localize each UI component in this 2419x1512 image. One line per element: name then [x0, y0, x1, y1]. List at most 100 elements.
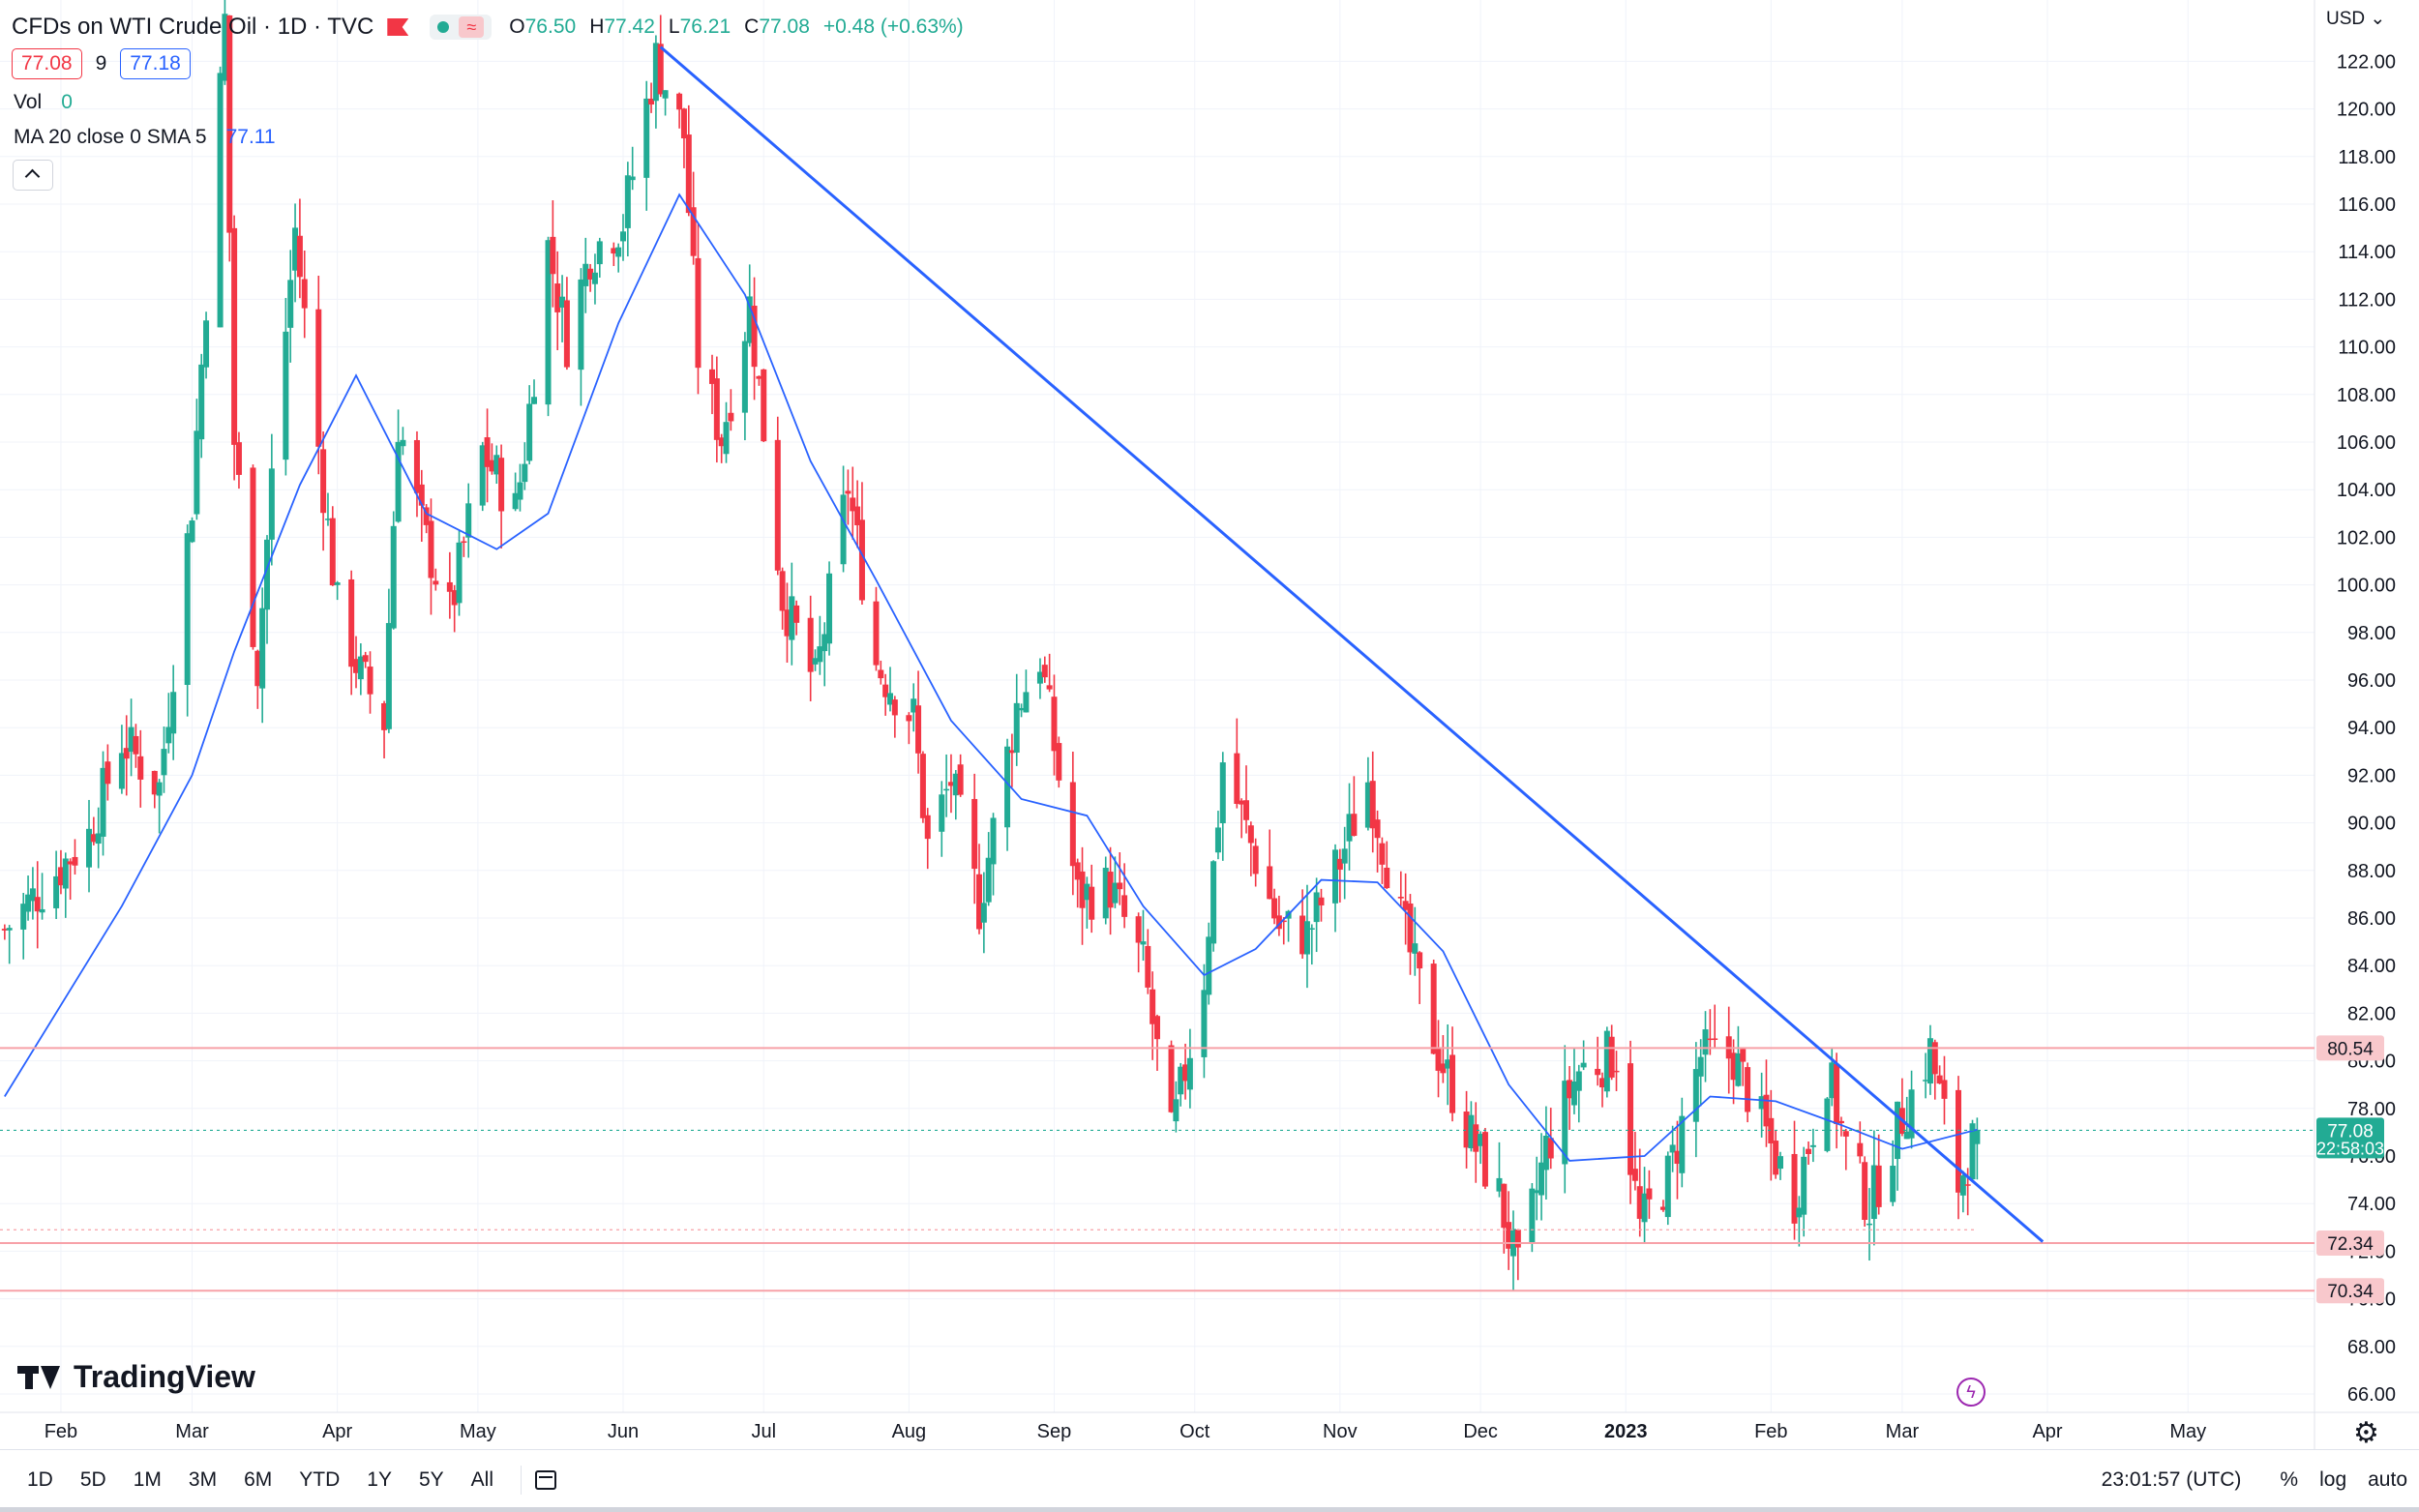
candle-up	[624, 175, 631, 228]
candle-down	[657, 44, 664, 95]
candle-down	[1740, 1049, 1747, 1062]
buy-price-button[interactable]: 77.18	[120, 48, 191, 79]
price-axis-label-bg	[2316, 1035, 2384, 1061]
sell-price-button[interactable]: 77.08	[12, 48, 82, 79]
candle-up	[465, 503, 472, 538]
candle-up	[479, 445, 486, 506]
trendline	[659, 45, 2045, 1243]
candle-down	[105, 761, 111, 785]
candle-down	[423, 507, 430, 525]
symbol-title[interactable]: CFDs on WTI Crude Oil · 1D · TVC	[12, 14, 374, 40]
chart-header: CFDs on WTI Crude Oil · 1D · TVC ≈ O76.5…	[12, 8, 964, 46]
range-button-1y[interactable]: 1Y	[367, 1468, 392, 1491]
range-button-1d[interactable]: 1D	[27, 1468, 53, 1491]
candle-up	[395, 441, 402, 522]
candle-up	[1534, 1190, 1540, 1194]
candle-down	[1299, 915, 1306, 955]
candle-down	[1646, 1188, 1653, 1200]
candle-up	[943, 788, 950, 791]
auto-toggle[interactable]: auto	[2368, 1468, 2407, 1491]
x-tick-label: May	[460, 1421, 496, 1442]
currency-selector[interactable]: USD ⌄	[2326, 8, 2385, 30]
candle-up	[1112, 882, 1119, 904]
y-tick-label: 66.00	[2347, 1384, 2396, 1406]
candle-down	[1936, 1075, 1943, 1084]
x-tick-label: May	[2169, 1421, 2206, 1442]
status-pill[interactable]: ≈	[430, 15, 493, 40]
log-toggle[interactable]: log	[2319, 1468, 2347, 1491]
candle-down	[1150, 989, 1156, 1024]
range-button-5d[interactable]: 5D	[79, 1468, 106, 1491]
candle-down	[1435, 1049, 1442, 1071]
candle-down	[231, 227, 238, 445]
candle-up	[95, 833, 102, 845]
candle-down	[924, 815, 931, 840]
candle-down	[1234, 753, 1240, 804]
chevron-down-icon: ⌄	[2370, 9, 2386, 29]
candle-down	[1369, 781, 1376, 829]
collapse-legend-button[interactable]	[13, 160, 53, 191]
x-tick-label: Feb	[45, 1421, 77, 1442]
candle-up	[100, 767, 106, 837]
candle-down	[1135, 916, 1142, 943]
candle-up	[203, 320, 210, 368]
calendar-icon[interactable]	[535, 1470, 556, 1490]
candle-down	[891, 699, 898, 716]
price-axis-label-bg	[2316, 1278, 2384, 1304]
y-tick-label: 102.00	[2337, 527, 2396, 548]
candle-up	[25, 894, 32, 912]
percent-toggle[interactable]: %	[2280, 1468, 2299, 1491]
price-axis-label: 77.08	[2327, 1121, 2374, 1141]
candle-down	[779, 571, 786, 611]
ma-legend[interactable]: MA 20 close 0 SMA 5 77.11	[14, 126, 276, 149]
candle-up	[1364, 782, 1371, 828]
candle-down	[807, 617, 814, 672]
horizontal-scrollbar[interactable]	[0, 1507, 2419, 1512]
y-tick-label: 68.00	[2347, 1337, 2396, 1358]
candle-down	[1267, 866, 1273, 900]
candle-down	[854, 506, 861, 525]
candle-up	[1692, 1069, 1699, 1122]
candle-up	[1926, 1038, 1933, 1084]
range-button-1m[interactable]: 1M	[133, 1468, 162, 1491]
range-button-3m[interactable]: 3M	[188, 1468, 218, 1491]
candle-down	[1964, 1184, 1971, 1186]
currency-label: USD	[2326, 9, 2366, 29]
y-tick-label: 108.00	[2337, 385, 2396, 406]
candle-down	[1280, 920, 1287, 923]
candle-down	[1613, 1070, 1620, 1073]
ohlc-value: 77.42	[604, 15, 655, 38]
price-chart[interactable]: 66.0068.0070.0072.0074.0076.0078.0080.00…	[0, 0, 2419, 1449]
range-button-all[interactable]: All	[470, 1468, 493, 1491]
candle-down	[1271, 898, 1278, 919]
y-tick-label: 84.00	[2347, 956, 2396, 977]
candle-down	[1252, 845, 1259, 875]
candle-down	[756, 375, 762, 379]
gear-icon[interactable]: ⚙	[2353, 1417, 2379, 1449]
lightning-icon[interactable]: ϟ	[1956, 1378, 1986, 1407]
price-axis-label-bg	[2316, 1230, 2384, 1257]
candle-up	[1210, 861, 1217, 944]
candle-up	[826, 573, 833, 644]
candle-down	[1834, 1063, 1840, 1125]
candle-up	[324, 519, 331, 520]
range-button-6m[interactable]: 6M	[244, 1468, 273, 1491]
utc-clock[interactable]: 23:01:57 (UTC)	[2101, 1468, 2242, 1491]
candle-up	[1102, 868, 1109, 919]
candle-up	[128, 726, 134, 753]
candle-up	[1974, 1130, 1981, 1144]
ohlc-value: 77.08	[759, 15, 810, 38]
range-button-5y[interactable]: 5Y	[418, 1468, 444, 1491]
candle-down	[1, 929, 8, 931]
candle-down	[381, 702, 388, 730]
candle-down	[1473, 1124, 1479, 1152]
volume-legend[interactable]: Vol 0	[14, 91, 73, 114]
candle-down	[315, 309, 322, 447]
candle-down	[1567, 1080, 1573, 1099]
candle-down	[1636, 1186, 1643, 1219]
candle-down	[751, 306, 758, 368]
flag-icon[interactable]	[387, 18, 408, 36]
candle-up	[217, 73, 224, 328]
y-tick-label: 88.00	[2347, 861, 2396, 882]
range-button-ytd[interactable]: YTD	[299, 1468, 341, 1491]
